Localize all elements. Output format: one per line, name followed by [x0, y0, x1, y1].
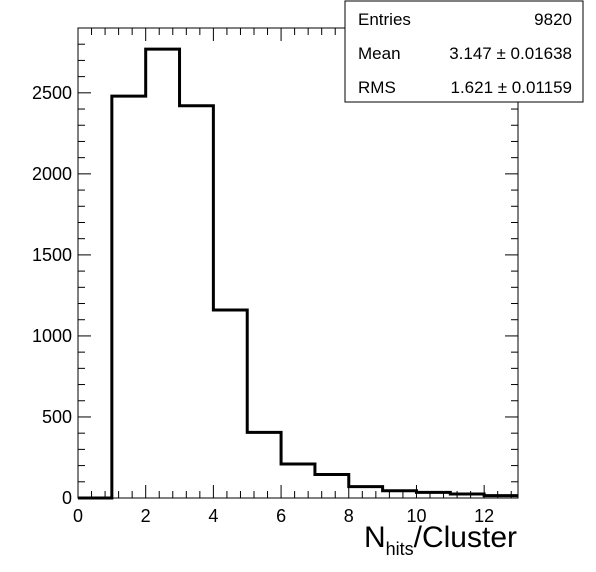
x-tick-label: 2 [141, 506, 151, 526]
stats-value: 9820 [534, 10, 572, 29]
x-tick-label: 12 [474, 506, 494, 526]
x-tick-label: 4 [208, 506, 218, 526]
y-tick-label: 0 [62, 488, 72, 508]
x-axis-title: Nhits/Cluster [364, 521, 517, 559]
x-tick-label: 6 [276, 506, 286, 526]
stats-label: Entries [358, 10, 411, 29]
axes: 0 2 4 6 8 10 12 0 500 1000 1500 2000 2500 [32, 27, 519, 526]
x-tick-label: 8 [344, 506, 354, 526]
stats-box-frame [344, 0, 584, 103]
stats-box: Entries 9820 Mean 3.147 ± 0.01638 RMS 1.621 ±… [344, 0, 584, 103]
y-tick-label: 1000 [32, 326, 72, 346]
stats-value: 1.621 ± 0.01159 [450, 78, 572, 97]
y-tick-label: 2000 [32, 164, 72, 184]
x-axis-title-tail: /Cluster [414, 521, 517, 554]
x-axis-title-subscript: hits [386, 539, 414, 559]
stats-label: RMS [358, 78, 396, 97]
histogram-bars [78, 47, 518, 500]
stats-label: Mean [358, 44, 401, 63]
x-axis-title-main: N [364, 521, 386, 554]
y-tick-label: 2500 [32, 83, 72, 103]
x-tick-label: 10 [406, 506, 426, 526]
plot-frame [77, 27, 519, 499]
x-tick-label: 0 [73, 506, 83, 526]
y-tick-label: 500 [42, 407, 72, 427]
stats-value: 3.147 ± 0.01638 [449, 44, 572, 63]
histogram-outline [78, 47, 518, 500]
y-tick-label: 1500 [32, 245, 72, 265]
